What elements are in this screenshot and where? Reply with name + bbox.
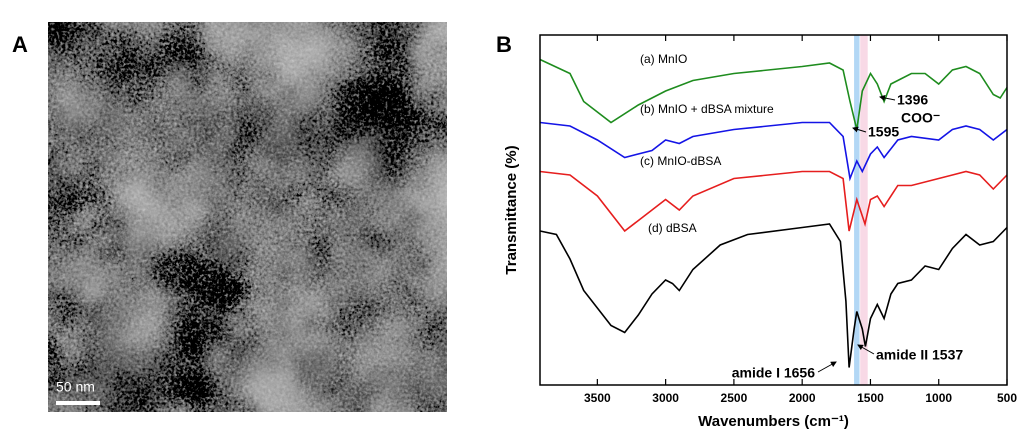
plot: 3500 3000 2500 2000 1500 1000 500 (a) MnIO (b) M… [503,34,1017,430]
arrow [817,361,837,373]
x-tick-label: 1000 [925,391,952,405]
x-tick-label: 2500 [721,391,748,405]
x-tick-label: 500 [997,391,1017,405]
plot-frame [539,34,1008,386]
series-label: (d) dBSA [648,221,697,235]
arrow [857,344,875,355]
x-tick-label: 3000 [652,391,679,405]
spectrum-line [539,223,1008,368]
panel-label: B [496,32,512,57]
annotation: 1396 [897,92,928,108]
spectrum-line [539,170,1008,233]
x-tick-label: 3500 [584,391,611,405]
series-label: (c) MnIO-dBSA [640,154,721,168]
series-label: (b) MnIO + dBSA mixture [640,102,774,116]
spectrum-line [539,121,1008,182]
panel-label: A [12,32,28,57]
tem-image [48,22,447,412]
annotation: COO⁻ [901,110,940,126]
scale-bar-label: 50 nm [56,379,95,395]
annotation: 1595 [868,124,899,140]
arrow [879,95,896,101]
highlight-band [854,35,860,385]
x-axis-title: Wavenumbers (cm⁻¹) [698,413,849,430]
y-axis-title: Transmittance (%) [503,145,520,274]
x-tick-label: 2000 [789,391,816,405]
highlight-band [860,35,868,385]
annotation: amide II 1537 [876,347,963,363]
x-tick-label: 1500 [857,391,884,405]
annotation: amide I 1656 [732,365,815,381]
arrow [852,126,867,133]
spectrum-line [539,58,1008,130]
series-label: (a) MnIO [640,52,687,66]
